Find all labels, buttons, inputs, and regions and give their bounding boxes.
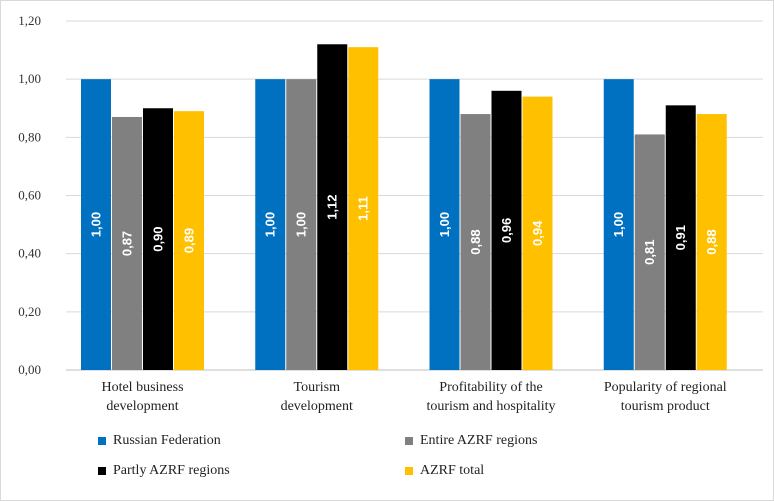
bar <box>696 114 727 370</box>
bar <box>522 96 553 370</box>
x-category-label: tourism product <box>621 399 710 414</box>
data-label: 0,88 <box>704 229 719 254</box>
data-label: 1,00 <box>263 212 278 237</box>
legend-item-russian-federation: Russian Federation <box>98 433 221 449</box>
data-label: 1,11 <box>356 196 371 221</box>
legend-label: Entire AZRF regions <box>420 433 538 448</box>
data-label: 0,88 <box>468 229 483 254</box>
x-category-label: tourism and hospitality <box>426 399 555 414</box>
legend-swatch <box>405 467 413 475</box>
legend-label: Russian Federation <box>113 433 221 448</box>
legend-item-azrf-total: AZRF total <box>405 463 484 479</box>
bar <box>286 79 317 371</box>
data-label: 1,00 <box>294 212 309 237</box>
data-label: 0,91 <box>673 225 688 250</box>
legend-swatch <box>98 437 106 445</box>
bar <box>317 44 348 371</box>
bar <box>81 79 111 371</box>
y-tick-label: 0,60 <box>18 188 41 203</box>
bar <box>491 90 522 371</box>
data-label: 0,81 <box>642 240 657 265</box>
data-label: 1,12 <box>325 194 340 219</box>
bar <box>460 114 491 370</box>
data-label: 0,96 <box>499 218 514 243</box>
y-tick-label: 0,40 <box>18 246 41 261</box>
data-label: 0,94 <box>530 220 545 246</box>
bar <box>603 79 634 371</box>
data-label: 0,89 <box>182 228 197 253</box>
data-label: 1,00 <box>611 212 626 237</box>
bar <box>665 105 696 370</box>
x-category-label: Hotel business <box>101 380 183 395</box>
y-tick-label: 0,20 <box>18 304 41 319</box>
legend-label: Partly AZRF regions <box>113 463 230 478</box>
bar <box>174 111 204 371</box>
y-tick-label: 0,80 <box>18 129 41 144</box>
data-label: 0,87 <box>120 231 135 256</box>
bar-chart: 0,00 0,20 0,40 0,60 0,80 1,00 1,20 1,00 0,87 0,90… <box>18 13 763 414</box>
legend-label: AZRF total <box>420 463 485 478</box>
x-category-label: Popularity of regional <box>604 380 727 395</box>
data-label: 1,00 <box>437 212 452 237</box>
bar <box>255 79 286 371</box>
bar <box>143 108 173 370</box>
legend-item-partly-azrf: Partly AZRF regions <box>98 463 230 479</box>
y-tick-label: 1,20 <box>18 13 41 28</box>
x-category-label: development <box>281 399 353 414</box>
y-tick-label: 1,00 <box>18 71 41 86</box>
legend-swatch <box>405 437 413 445</box>
data-label: 0,90 <box>151 226 166 251</box>
x-category-label: Profitability of the <box>439 380 542 395</box>
legend-swatch <box>98 467 106 475</box>
bar <box>348 47 379 371</box>
bar <box>112 116 142 370</box>
x-category-label: Tourism <box>294 380 341 395</box>
bar <box>429 79 460 371</box>
x-category-label: development <box>106 399 178 414</box>
data-label: 1,00 <box>89 212 104 237</box>
bar <box>634 134 665 370</box>
legend-item-entire-azrf: Entire AZRF regions <box>405 433 537 449</box>
y-tick-label: 0,00 <box>18 362 41 377</box>
